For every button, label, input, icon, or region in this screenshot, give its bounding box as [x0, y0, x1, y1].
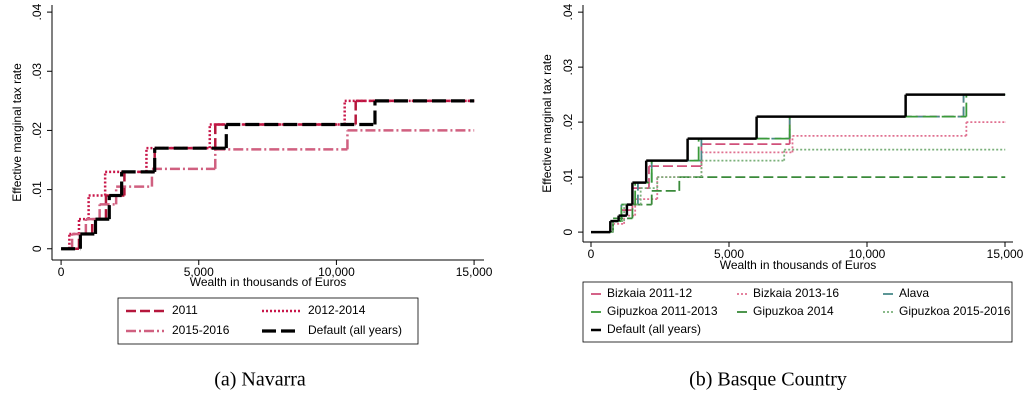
legend-label: Default (all years)	[607, 322, 701, 336]
legend-label: Bizkaia 2013-16	[753, 286, 839, 300]
y-tick-label: .02	[30, 122, 44, 139]
y-tick-label: .02	[561, 113, 575, 130]
y-tick-label: 0	[30, 245, 44, 252]
y-tick-label: .03	[30, 63, 44, 80]
y-axis-label: Effective marginal tax rate	[540, 54, 554, 193]
legend-label: Gipuzkoa 2015-2016	[899, 304, 1011, 318]
x-tick-label: 0	[58, 265, 65, 279]
caption: (b) Basque Country	[689, 369, 847, 391]
legend-label: 2011	[172, 303, 198, 317]
series-line	[61, 99, 475, 251]
y-tick-label: .04	[561, 3, 575, 20]
x-axis-label: Wealth in thousands of Euros	[190, 275, 347, 289]
legend-label: Bizkaia 2011-12	[607, 286, 692, 300]
y-tick-label: .03	[561, 58, 575, 75]
y-axis-label: Effective marginal tax rate	[10, 63, 24, 202]
y-tick-label: .04	[30, 3, 44, 20]
legend-label: Alava	[899, 286, 929, 300]
x-tick-label: 15,000	[987, 247, 1024, 261]
x-tick-label: 5,000	[714, 247, 744, 261]
series-line	[591, 93, 1005, 234]
series-line	[591, 176, 1005, 234]
series-line	[591, 93, 1005, 234]
legend-label: Gipuzkoa 2011-2013	[607, 304, 718, 318]
x-tick-label: 10,000	[318, 265, 355, 279]
legend-label: 2015-2016	[172, 323, 230, 337]
y-tick-label: .01	[30, 181, 44, 198]
y-tick-label: .01	[561, 168, 575, 185]
x-tick-label: 5,000	[184, 265, 214, 279]
series-line	[591, 93, 1005, 234]
x-tick-label: 0	[588, 247, 595, 261]
legend-label: Default (all years)	[308, 323, 402, 337]
legend-label: 2012-2014	[308, 303, 366, 317]
caption: (a) Navarra	[214, 369, 306, 391]
series-line	[591, 93, 1005, 234]
legend-box	[117, 297, 419, 345]
legend-label: Gipuzkoa 2014	[753, 304, 834, 318]
x-tick-label: 10,000	[849, 247, 886, 261]
x-tick-label: 15,000	[456, 265, 493, 279]
y-tick-label: 0	[561, 228, 575, 235]
legend-box	[582, 281, 1013, 343]
x-axis-label: Wealth in thousands of Euros	[720, 258, 877, 272]
